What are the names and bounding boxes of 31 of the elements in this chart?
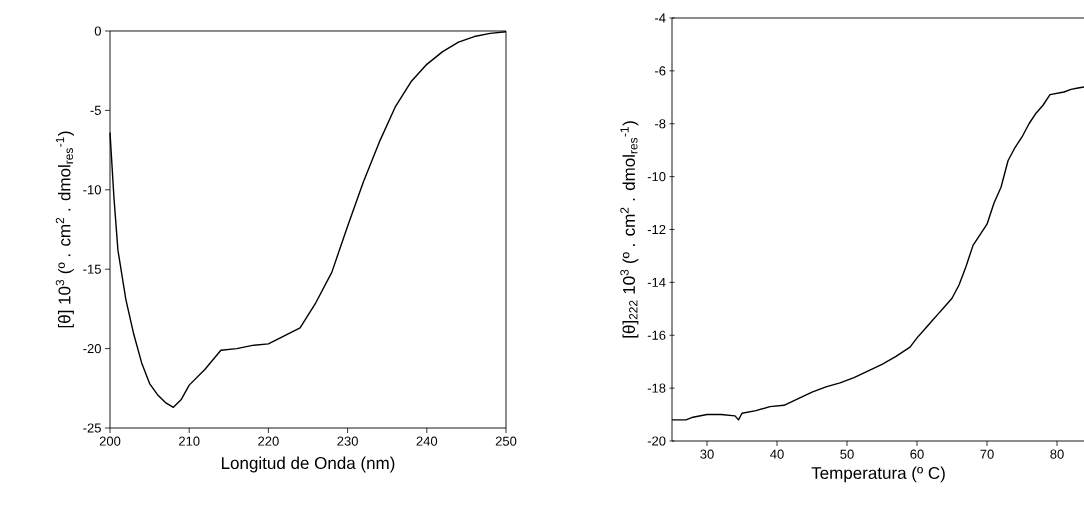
x-tick-label: 250 — [495, 436, 517, 446]
y-tick-label: -20 — [83, 343, 101, 354]
y-tick-label: -20 — [647, 436, 666, 446]
x-tick-label: 220 — [258, 436, 279, 446]
x-tick-label: 210 — [179, 436, 200, 446]
x-tick-label: 200 — [99, 436, 121, 446]
y-tick-label: -10 — [647, 172, 666, 182]
x-tick-label: 230 — [337, 436, 358, 446]
x-tick-label: 80 — [1050, 449, 1064, 459]
y-tick-label: -6 — [655, 66, 666, 76]
x-axis-title: Longitud de Onda (nm) — [221, 456, 395, 473]
x-tick-label: 50 — [840, 449, 854, 459]
y-tick-label: -15 — [83, 264, 101, 274]
x-tick-label: 60 — [910, 449, 924, 459]
y-tick-label: -5 — [90, 105, 101, 115]
y-tick-label: -4 — [655, 13, 666, 23]
y-tick-label: -10 — [83, 185, 101, 195]
x-tick-label: 70 — [980, 449, 994, 459]
y-tick-label: -8 — [655, 119, 666, 129]
y-axis-title: [θ] 10$^{3}$ (º . cm$^{2}$ . dmol$_{res}$$^{-1}$) — [55, 131, 74, 328]
y-tick-label: -14 — [647, 277, 666, 287]
y-tick-label: 0 — [94, 26, 101, 36]
x-tick-label: 240 — [416, 436, 438, 446]
y-tick-label: -16 — [647, 330, 666, 340]
y-tick-label: -25 — [83, 423, 101, 433]
x-tick-label: 30 — [700, 449, 714, 459]
text: [θ]$_{222}$ 10$^{3}$ (º . cm$^{2}$ . dmol$_{res}$$^{-1}$) — [620, 121, 639, 338]
y-tick-label: -18 — [647, 383, 666, 393]
x-tick-label: 40 — [770, 449, 784, 459]
y-tick-label: -12 — [647, 224, 666, 235]
x-axis-title: Temperatura (º C) — [811, 466, 945, 483]
